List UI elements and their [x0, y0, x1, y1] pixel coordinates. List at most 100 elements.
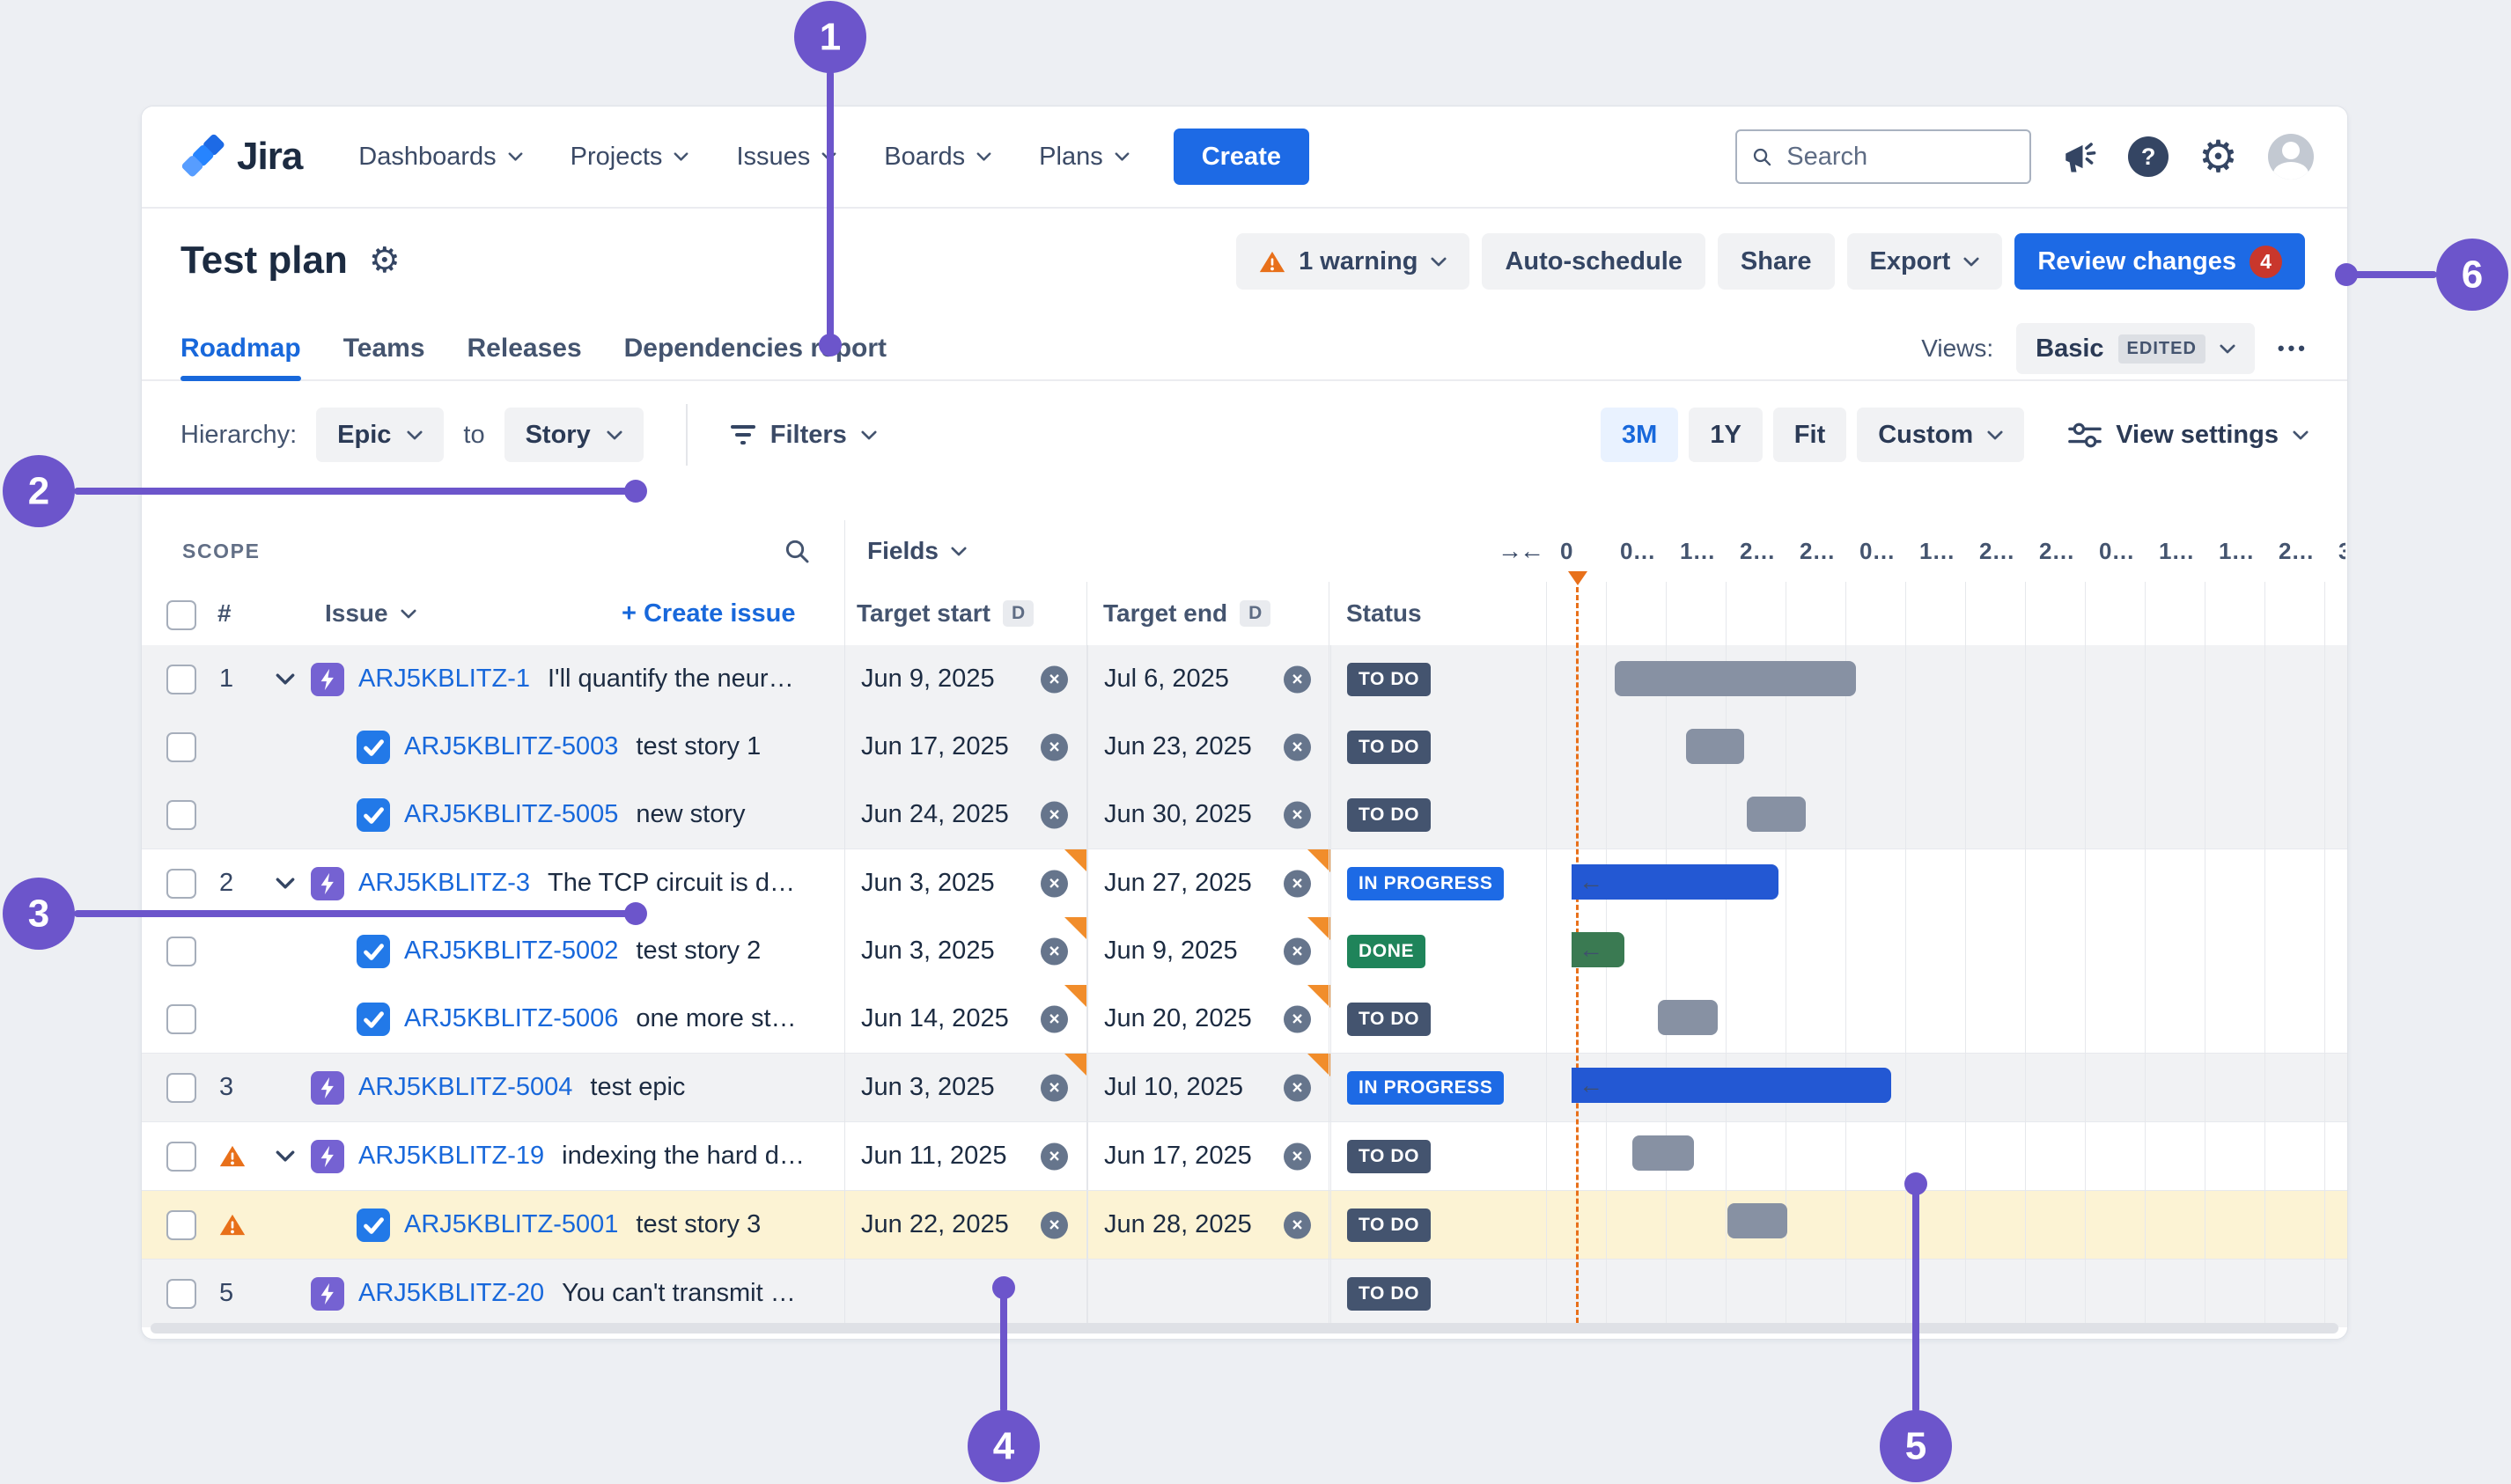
target-end-cell[interactable]: Jul 6, 2025 ×	[1087, 645, 1330, 713]
clear-date-icon[interactable]: ×	[1041, 733, 1068, 760]
settings-gear-icon[interactable]: ⚙	[2198, 132, 2238, 181]
clear-date-icon[interactable]: ×	[1284, 870, 1311, 897]
clear-date-icon[interactable]: ×	[1041, 937, 1068, 965]
target-end-cell[interactable]: Jun 23, 2025 ×	[1087, 713, 1330, 781]
row-checkbox[interactable]	[166, 1072, 196, 1103]
issue-key-link[interactable]: ARJ5KBLITZ-5005	[404, 800, 619, 828]
plan-settings-gear-icon[interactable]: ⚙	[368, 241, 401, 280]
nav-item-projects[interactable]: Projects	[571, 143, 689, 172]
status-cell[interactable]: TO DO	[1330, 1122, 1549, 1190]
status-cell[interactable]: IN PROGRESS	[1330, 849, 1549, 917]
issue-key-link[interactable]: ARJ5KBLITZ-1	[358, 665, 530, 693]
target-end-cell[interactable]: Jun 28, 2025 ×	[1087, 1191, 1330, 1259]
clear-date-icon[interactable]: ×	[1284, 1005, 1311, 1032]
row-checkbox[interactable]	[166, 1209, 196, 1240]
gantt-bar[interactable]	[1727, 1203, 1787, 1238]
zoom-fit[interactable]: Fit	[1772, 408, 1847, 462]
gantt-bar[interactable]	[1658, 1000, 1718, 1035]
nav-item-plans[interactable]: Plans	[1039, 143, 1130, 172]
status-cell[interactable]: TO DO	[1330, 781, 1549, 849]
search-input[interactable]	[1785, 141, 2016, 173]
clear-date-icon[interactable]: ×	[1284, 801, 1311, 828]
column-issue[interactable]: Issue	[325, 582, 416, 645]
target-end-cell[interactable]: Jun 20, 2025 ×	[1087, 985, 1330, 1053]
gantt-bar[interactable]: ←	[1572, 1068, 1891, 1103]
row-checkbox[interactable]	[166, 664, 196, 694]
clear-date-icon[interactable]: ×	[1041, 1211, 1068, 1238]
expand-chevron-icon[interactable]	[276, 1150, 306, 1162]
issue-key-link[interactable]: ARJ5KBLITZ-5002	[404, 937, 619, 965]
clear-date-icon[interactable]: ×	[1041, 1074, 1068, 1101]
zoom-3m[interactable]: 3M	[1601, 408, 1679, 462]
fields-dropdown[interactable]: Fields	[867, 520, 967, 582]
view-settings-button[interactable]: View settings	[2068, 421, 2308, 450]
clear-date-icon[interactable]: ×	[1041, 1005, 1068, 1032]
global-search[interactable]	[1735, 129, 2032, 184]
clear-date-icon[interactable]: ×	[1284, 1074, 1311, 1101]
clear-date-icon[interactable]: ×	[1284, 733, 1311, 760]
status-cell[interactable]: TO DO	[1330, 645, 1549, 713]
zoom-custom[interactable]: Custom	[1857, 408, 2025, 462]
nav-item-issues[interactable]: Issues	[736, 143, 836, 172]
issue-key-link[interactable]: ARJ5KBLITZ-5003	[404, 732, 619, 760]
target-end-cell[interactable]: Jun 9, 2025 ×	[1087, 917, 1330, 985]
review-changes-button[interactable]: Review changes 4	[2014, 233, 2305, 290]
row-checkbox[interactable]	[166, 1278, 196, 1309]
more-options-icon[interactable]: •••	[2277, 337, 2308, 359]
clear-date-icon[interactable]: ×	[1284, 937, 1311, 965]
target-end-cell[interactable]: Jun 27, 2025 ×	[1087, 849, 1330, 917]
create-button[interactable]: Create	[1173, 129, 1309, 185]
horizontal-scrollbar[interactable]	[151, 1323, 2338, 1333]
target-start-cell[interactable]: Jun 17, 2025 ×	[844, 713, 1087, 781]
status-cell[interactable]: TO DO	[1330, 713, 1549, 781]
row-checkbox[interactable]	[166, 936, 196, 966]
gantt-bar[interactable]	[1615, 661, 1856, 696]
share-button[interactable]: Share	[1717, 233, 1835, 290]
target-end-cell[interactable]: Jun 17, 2025 ×	[1087, 1122, 1330, 1190]
target-end-cell[interactable]: Jul 10, 2025 ×	[1087, 1054, 1330, 1121]
clear-date-icon[interactable]: ×	[1041, 1142, 1068, 1170]
target-start-cell[interactable]: Jun 14, 2025 ×	[844, 985, 1087, 1053]
target-start-cell[interactable]: Jun 11, 2025 ×	[844, 1122, 1087, 1190]
filters-button[interactable]: Filters	[730, 421, 877, 450]
target-start-cell[interactable]: Jun 3, 2025 ×	[844, 1054, 1087, 1121]
nav-item-boards[interactable]: Boards	[884, 143, 991, 172]
announcement-megaphone-icon[interactable]	[2061, 138, 2098, 175]
hierarchy-to-select[interactable]: Story	[504, 408, 644, 462]
create-issue-button[interactable]: + Create issue	[622, 599, 796, 628]
tab-releases[interactable]: Releases	[467, 334, 582, 363]
target-start-cell[interactable]: Jun 3, 2025 ×	[844, 849, 1087, 917]
gantt-bar[interactable]	[1747, 797, 1806, 832]
zoom-1y[interactable]: 1Y	[1689, 408, 1763, 462]
warning-dropdown-button[interactable]: 1 warning	[1236, 233, 1470, 290]
clear-date-icon[interactable]: ×	[1041, 801, 1068, 828]
row-checkbox[interactable]	[166, 799, 196, 830]
view-selector-button[interactable]: Basic EDITED	[2016, 323, 2255, 374]
status-cell[interactable]: TO DO	[1330, 1260, 1549, 1327]
auto-schedule-button[interactable]: Auto-schedule	[1482, 233, 1705, 290]
scope-search-icon[interactable]	[783, 537, 811, 565]
nav-item-dashboards[interactable]: Dashboards	[358, 143, 523, 172]
help-icon[interactable]: ?	[2128, 136, 2169, 177]
gantt-bar[interactable]	[1632, 1135, 1694, 1171]
clear-date-icon[interactable]: ×	[1284, 1211, 1311, 1238]
expand-chevron-icon[interactable]	[276, 878, 306, 889]
target-end-cell[interactable]: Jun 30, 2025 ×	[1087, 781, 1330, 849]
target-start-cell[interactable]: ×	[844, 1260, 1087, 1327]
issue-key-link[interactable]: ARJ5KBLITZ-19	[358, 1142, 545, 1170]
row-checkbox[interactable]	[166, 1003, 196, 1034]
target-end-cell[interactable]: ×	[1087, 1260, 1330, 1327]
row-checkbox[interactable]	[166, 868, 196, 899]
target-start-cell[interactable]: Jun 24, 2025 ×	[844, 781, 1087, 849]
clear-date-icon[interactable]: ×	[1041, 665, 1068, 693]
status-cell[interactable]: IN PROGRESS	[1330, 1054, 1549, 1121]
user-avatar[interactable]	[2268, 134, 2314, 180]
row-checkbox[interactable]	[166, 1141, 196, 1172]
tab-dependencies-report[interactable]: Dependencies report	[623, 334, 887, 363]
status-cell[interactable]: DONE	[1330, 917, 1549, 985]
export-button[interactable]: Export	[1846, 233, 2003, 290]
jira-logo[interactable]: Jira	[180, 133, 303, 180]
hierarchy-from-select[interactable]: Epic	[316, 408, 445, 462]
expand-chevron-icon[interactable]	[276, 673, 306, 685]
issue-key-link[interactable]: ARJ5KBLITZ-5006	[404, 1004, 619, 1032]
